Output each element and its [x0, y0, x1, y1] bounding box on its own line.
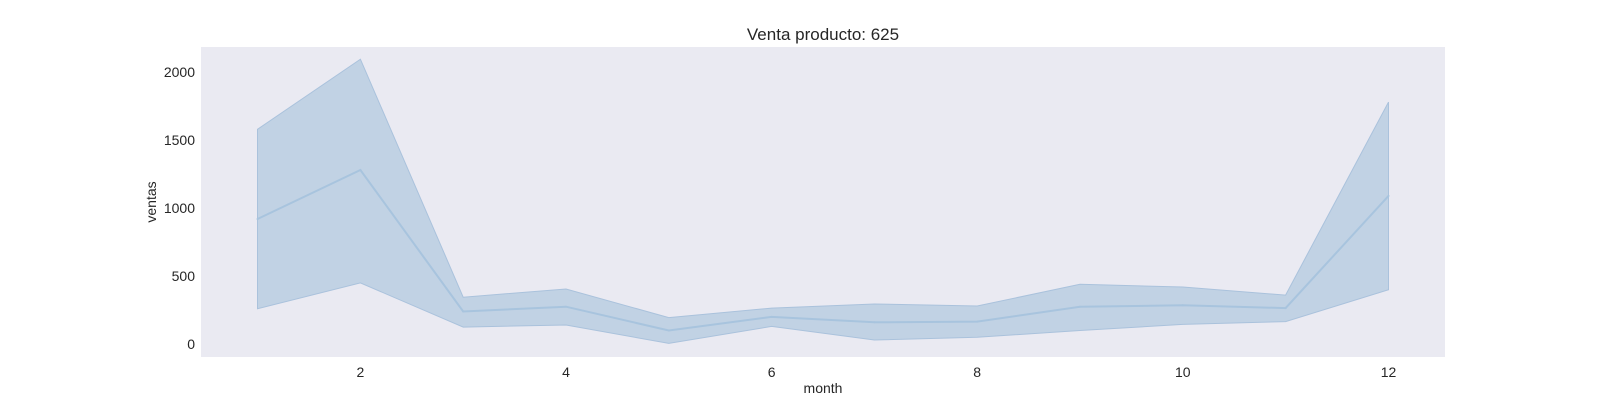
data-point	[1387, 194, 1390, 197]
y-axis-label: ventas	[143, 181, 159, 222]
x-tick-label: 8	[973, 364, 981, 380]
x-tick-label: 10	[1175, 364, 1191, 380]
data-point	[667, 329, 670, 332]
data-point	[976, 320, 979, 323]
x-axis-label: month	[804, 380, 843, 396]
y-tick-label: 500	[172, 268, 196, 284]
data-point	[256, 218, 259, 220]
x-tick-label: 2	[357, 364, 365, 380]
series-line	[257, 168, 1390, 332]
y-tick-label: 0	[187, 336, 195, 352]
data-point	[359, 169, 362, 171]
x-tick-label: 4	[562, 364, 570, 380]
x-tick-label: 6	[768, 364, 776, 380]
data-point	[1284, 307, 1287, 310]
data-point	[873, 321, 876, 324]
x-tick-label: 12	[1381, 364, 1397, 380]
y-tick-label: 2000	[164, 64, 195, 80]
confidence-band-layer	[257, 58, 1389, 344]
data-point	[770, 315, 773, 318]
chart-title: Venta producto: 625	[747, 25, 899, 44]
y-tick-labels: 0 500 1000 1500 2000	[164, 64, 195, 352]
confidence-band	[257, 58, 1389, 344]
series-line-layer	[256, 168, 1390, 332]
data-point	[1079, 305, 1081, 308]
data-point	[1181, 304, 1184, 307]
x-tick-labels: 2 4 6 8 10 12	[357, 364, 1397, 380]
data-point	[565, 305, 567, 308]
data-point	[462, 310, 465, 313]
y-tick-label: 1500	[164, 132, 195, 148]
y-tick-label: 1000	[164, 200, 195, 216]
